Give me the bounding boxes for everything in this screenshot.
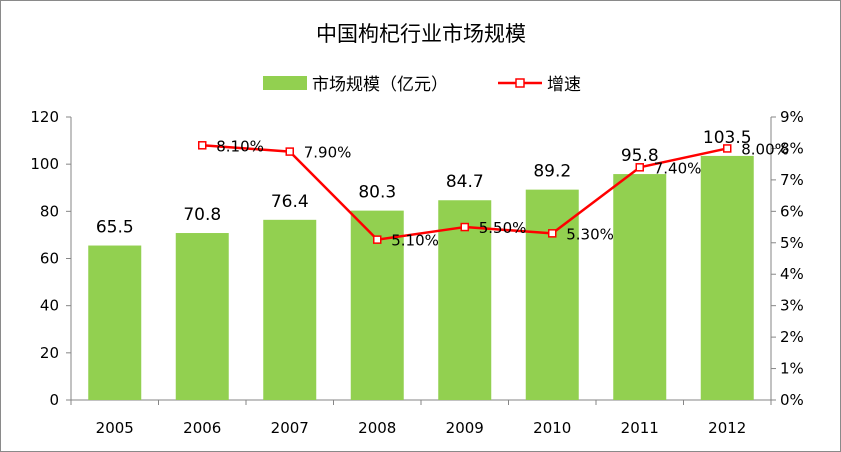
y-left-tick-label: 80 <box>40 202 59 220</box>
bar-data-label: 95.8 <box>621 146 659 166</box>
y-right-tick-label: 2% <box>780 328 804 346</box>
x-tick-label: 2012 <box>708 419 746 437</box>
y-left-tick-label: 100 <box>30 155 59 173</box>
growth-data-label: 8.10% <box>216 137 264 155</box>
y-right-tick-label: 1% <box>780 360 804 378</box>
bar-data-label: 89.2 <box>533 162 571 182</box>
bar-data-label: 84.7 <box>446 172 484 192</box>
bar <box>263 219 317 400</box>
x-tick-label: 2009 <box>446 419 484 437</box>
y-axis-right-ticks: 0% 1% 2% 3% 4% 5% 6% 7% 8% 9% <box>771 108 804 409</box>
growth-data-label: 7.90% <box>304 144 352 162</box>
y-left-tick-label: 40 <box>40 297 59 315</box>
growth-point <box>373 235 382 244</box>
growth-point <box>723 144 732 153</box>
x-tick-label: 2005 <box>96 419 134 437</box>
bar <box>88 245 142 400</box>
bar-data-label: 70.8 <box>183 205 221 225</box>
y-left-tick-label: 120 <box>30 108 59 126</box>
y-axis-left-ticks: 0 20 40 60 80 100 120 <box>30 108 71 409</box>
legend-label-growth: 增速 <box>547 75 581 95</box>
y-left-tick-label: 60 <box>40 250 59 268</box>
y-right-tick-label: 6% <box>780 202 804 220</box>
growth-point <box>198 141 207 150</box>
x-tick-label: 2006 <box>183 419 221 437</box>
line-data-labels: 8.10% 7.90% 5.10% 5.50% 5.30% 7.40% 8.00% <box>216 137 789 249</box>
growth-point <box>635 163 644 172</box>
y-right-tick-label: 7% <box>780 171 804 189</box>
legend-swatch-marker <box>515 78 525 88</box>
growth-point <box>285 147 294 156</box>
bar <box>525 189 579 400</box>
growth-point <box>460 222 469 232</box>
y-right-tick-label: 4% <box>780 265 804 283</box>
x-tick-label: 2011 <box>621 419 659 437</box>
bar-series <box>88 155 754 400</box>
growth-data-label: 7.40% <box>654 159 702 177</box>
y-right-tick-label: 3% <box>780 297 804 315</box>
x-tick-label: 2007 <box>271 419 309 437</box>
line-series <box>198 141 732 244</box>
y-left-tick-label: 20 <box>40 344 59 362</box>
y-right-tick-label: 5% <box>780 234 804 252</box>
growth-data-label: 5.10% <box>391 232 439 250</box>
chart-title: 中国枸杞行业市场规模 <box>316 22 526 46</box>
bar <box>700 155 754 400</box>
growth-data-label: 5.50% <box>479 219 527 237</box>
bar-data-label: 80.3 <box>358 183 396 203</box>
y-right-tick-label: 8% <box>780 139 804 157</box>
growth-data-label: 5.30% <box>566 225 614 243</box>
growth-point <box>548 229 557 238</box>
bar-data-label: 103.5 <box>703 128 752 148</box>
bar-data-label: 65.5 <box>96 218 134 238</box>
y-right-tick-label: 9% <box>780 108 804 126</box>
bar <box>613 174 667 400</box>
bar <box>175 233 229 400</box>
x-axis-ticks: 2005 2006 2007 2008 2009 2010 2011 2012 <box>70 400 772 437</box>
y-left-tick-label: 0 <box>49 391 59 409</box>
bar <box>438 200 492 400</box>
growth-data-label: 8.00% <box>741 140 789 158</box>
bar-data-label: 76.4 <box>271 192 309 212</box>
bar-data-labels: 65.5 70.8 76.4 80.3 84.7 89.2 95.8 103.5 <box>96 128 752 238</box>
legend: 市场规模（亿元） 增速 <box>263 75 581 95</box>
x-tick-label: 2008 <box>358 419 396 437</box>
legend-swatch-bar <box>263 76 307 90</box>
x-tick-label: 2010 <box>533 419 571 437</box>
legend-label-market-size: 市场规模（亿元） <box>312 75 448 95</box>
y-right-tick-label: 0% <box>780 391 804 409</box>
